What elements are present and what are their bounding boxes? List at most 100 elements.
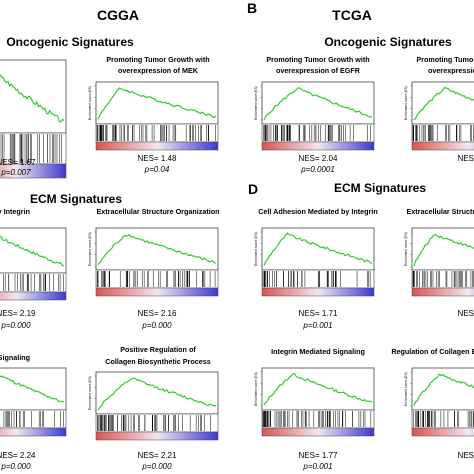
p-value-label: p=0.000 [141,321,172,330]
hits-frame [261,123,375,143]
hits-frame [411,269,474,289]
nes-label: NES= 2.21 [138,451,177,460]
rank-gradient-bar [0,163,67,179]
hits-frame [411,409,474,429]
panel-title-line: Collagen Biosynthetic Process [105,357,210,366]
panel-title-line: Promoting Tumor Growth with [266,55,369,64]
hits-frame [0,272,67,293]
rank-gradient-bar [411,427,474,437]
gsea-panel: Integrin Mediated Signaling NES= 2.24 p=0.… [0,353,67,471]
gsea-panel: Extracellular Structure Organization Enri… [404,207,474,318]
panel-title-line: Promoting Tumor Growth with [106,55,209,64]
es-curve [0,375,65,403]
panel-title-line: Extracellular Structure Organization [406,207,474,216]
es-curve [263,373,373,406]
es-curve [97,377,217,411]
hits-frame [95,269,219,289]
rank-gradient-bar [261,141,375,151]
panel-title-line: overexpression of MEK [428,66,474,75]
gsea-panel: Cell Adhesion Mediated by Integrin NES= 2… [0,207,67,330]
es-curve [263,87,373,121]
tcga-title: TCGA [332,7,372,23]
es-plot-frame [261,367,375,411]
y-axis-label: Enrichment score (ES) [254,232,258,266]
es-curve [97,234,217,266]
gsea-panel: Extracellular Structure Organization Enri… [88,207,220,330]
nes-label: NES= 1.71 [299,309,338,318]
nes-label: NES= 2.19 [0,309,36,318]
y-axis-label: Enrichment score (ES) [88,232,92,266]
p-value-label: p=0.007 [0,168,31,177]
panel-d-letter: D [248,181,258,197]
gsea-panels: Promoting Tumor Growth with overexpressio… [0,55,474,471]
p-value-label: p=0.001 [302,462,332,471]
y-axis-label: Enrichment score (ES) [88,86,92,120]
p-value-label: p=0.04 [144,165,170,174]
panel-title-line: Regulation of Collagen Biosynthetic Proc… [391,347,474,356]
gsea-panel: Promoting Tumor Growth withoverexpressio… [0,59,67,179]
y-axis-label: Enrichment score (ES) [404,232,408,266]
cgga-oncogenic-heading: Oncogenic Signatures [6,35,134,49]
nes-label: NES= [457,309,474,318]
es-curve [413,373,474,406]
panel-title-line: Promoting Tumor Growth with [416,55,474,64]
es-plot-frame [95,371,219,415]
gsea-panel: Cell Adhesion Mediated by Integrin Enrich… [254,207,378,330]
hits-frame [95,123,219,143]
rank-gradient-bar [261,427,375,437]
es-curve [413,86,474,121]
panel-title-line: Integrin Mediated Signaling [271,347,365,356]
p-value-label: p=0.000 [141,462,172,471]
y-axis-label: Enrichment score (ES) [404,372,408,406]
cgga-ecm-heading: ECM Signatures [30,192,122,206]
nes-label: NES= 1.48 [138,154,177,163]
es-plot-frame [261,81,375,125]
rank-gradient-bar [95,431,219,441]
y-axis-label: Enrichment score (ES) [404,86,408,120]
nes-label: NES= 1.77 [299,451,338,460]
nes-label: NES= 1.67 [0,158,36,167]
hits-frame [411,123,474,143]
rank-gradient-bar [261,287,375,297]
rank-gradient-bar [95,287,219,297]
gsea-panel: Promoting Tumor Growth with overexpressio… [404,55,474,163]
y-axis-label: Enrichment score (ES) [88,376,92,410]
nes-label: NES= 2.16 [138,309,177,318]
p-value-label: p=0.0001 [300,165,335,174]
gsea-panel: Regulation of Collagen Biosynthetic Proc… [391,347,474,460]
gsea-panel: Promoting Tumor Growth withoverexpressio… [88,55,219,174]
es-curve [97,87,217,120]
cgga-title: CGGA [97,7,139,23]
panel-title-line: Extracellular Structure Organization [96,207,219,216]
panel-title-line: Positive Regulation of [120,345,196,354]
es-plot-frame [95,81,219,125]
panel-title-line: Integrin Mediated Signaling [0,353,30,362]
tcga-ecm-heading: ECM Signatures [334,181,426,195]
es-plot-frame [411,81,474,125]
es-curve [0,73,65,123]
hits-frame [261,409,375,429]
panel-b-letter: B [247,0,257,16]
es-plot-frame [0,59,67,134]
nes-label: NES= [457,154,474,163]
y-axis-label: Enrichment score (ES) [254,86,258,120]
p-value-label: p=0.000 [0,321,31,330]
gsea-panel: Integrin Mediated Signaling Enrichment sc… [254,347,375,471]
panel-title-line: Cell Adhesion Mediated by Integrin [258,207,378,216]
nes-label: NES= [457,451,474,460]
tcga-oncogenic-heading: Oncogenic Signatures [324,35,452,49]
es-plot-frame [95,227,219,271]
rank-gradient-bar [0,291,67,301]
rank-gradient-bar [0,427,67,437]
p-value-label: p=0.000 [0,462,31,471]
es-plot-frame [261,227,375,271]
panel-title-line: overexpression of EGFR [276,66,361,75]
nes-label: NES= 2.04 [299,154,338,163]
es-curve [263,232,373,266]
p-value-label: p=0.001 [302,321,332,330]
panel-title-line: Cell Adhesion Mediated by Integrin [0,207,30,216]
rank-gradient-bar [95,141,219,151]
nes-label: NES= 2.24 [0,451,36,460]
y-axis-label: Enrichment score (ES) [254,372,258,406]
